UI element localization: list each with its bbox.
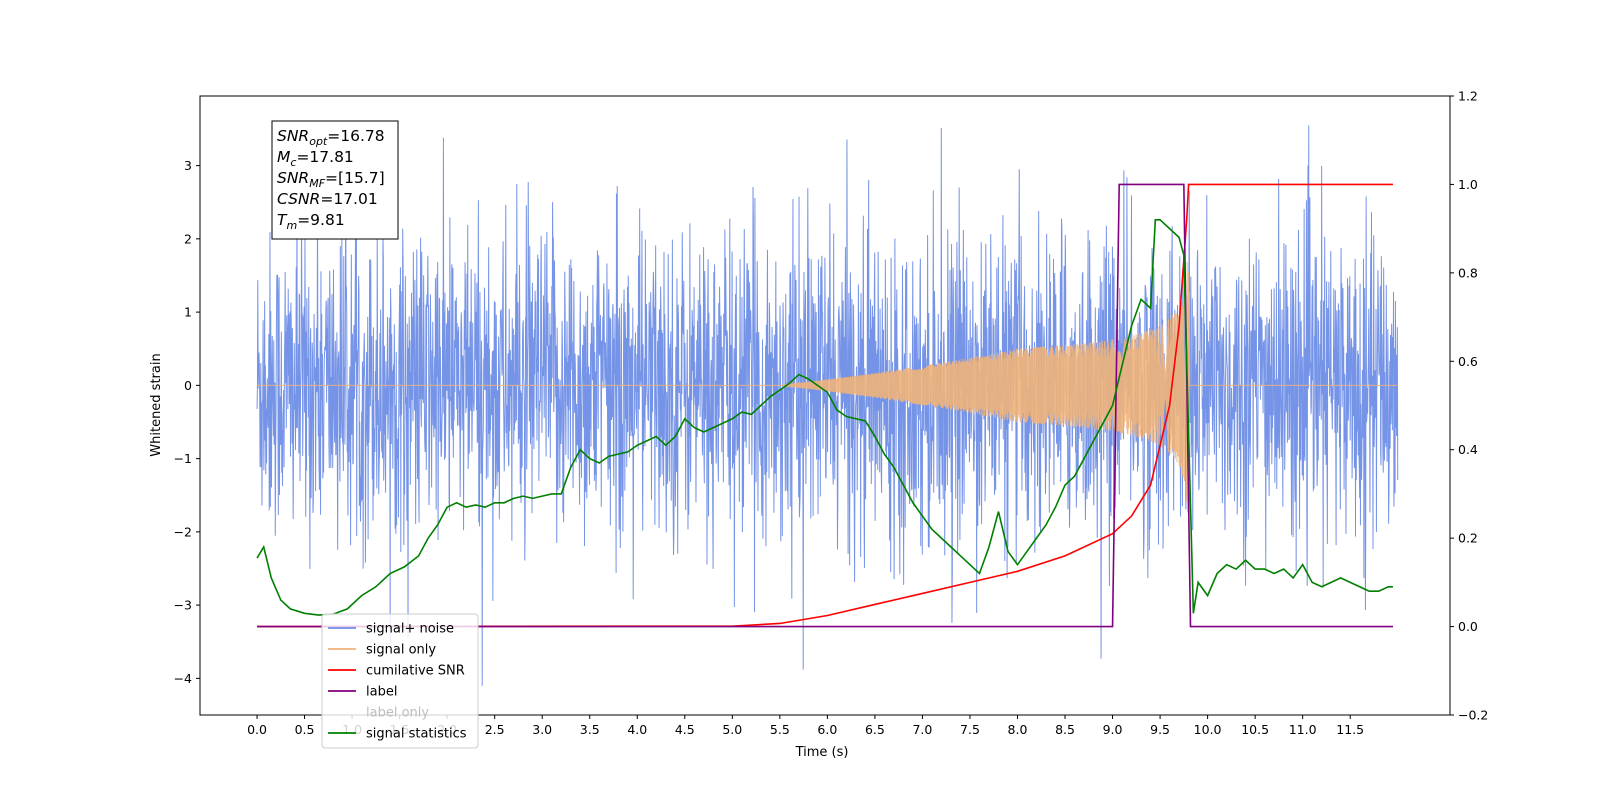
x-tick-label: 10.0	[1194, 722, 1222, 737]
series-signal-noise-line	[256, 125, 1399, 686]
x-tick-label: 7.5	[960, 722, 980, 737]
x-tick-label: 0.0	[247, 722, 267, 737]
y2-tick-label: 0.4	[1458, 442, 1478, 457]
series-cumilative-snr-line	[257, 183, 1393, 628]
annotation-box-frame	[271, 120, 399, 240]
annotation-line: Mc=17.81	[277, 148, 354, 169]
y2-tick-label: 1.0	[1458, 177, 1478, 192]
y2-tick-label: 0.8	[1458, 265, 1478, 280]
y-tick-label: −3	[174, 598, 192, 613]
plot-frame	[199, 95, 1451, 716]
x-tick-label: 6.0	[817, 722, 837, 737]
x-tick-label: 11.0	[1289, 722, 1317, 737]
y2-tick-label: 0.6	[1458, 354, 1478, 369]
y-tick-label: 1	[184, 305, 192, 320]
legend-entry: cumilative SNR	[366, 664, 465, 679]
x-tick-label: 11.5	[1336, 722, 1364, 737]
series-layer	[256, 125, 1399, 686]
x-tick-label: 8.5	[1055, 722, 1075, 737]
x-tick-label: 4.0	[627, 722, 647, 737]
annotation-line: SNRopt=16.78	[277, 127, 385, 148]
x-tick-label: 4.5	[675, 722, 695, 737]
legend-entry: signal only	[366, 643, 436, 658]
x-tick-label: 9.5	[1150, 722, 1170, 737]
x-tick-label: 3.5	[580, 722, 600, 737]
y2-tick-label: 0.0	[1458, 619, 1478, 634]
legend-frame	[321, 613, 479, 749]
x-tick-label: 3.0	[532, 722, 552, 737]
legend-entry: label only	[366, 706, 429, 721]
series-signal-only-line	[257, 261, 1398, 552]
series-signal-statistics-line	[256, 219, 1393, 616]
x-tick-label: 9.0	[1103, 722, 1123, 737]
annotation-line: CSNR=17.01	[277, 190, 378, 208]
y-tick-label: 0	[184, 378, 192, 393]
x-tick-label: 10.5	[1241, 722, 1269, 737]
y-tick-label: 2	[184, 231, 192, 246]
y-tick-label: −1	[174, 451, 192, 466]
y2-tick-label: −0.2	[1458, 708, 1488, 723]
annotation-line: SNRMF=[15.7]	[277, 169, 385, 190]
legend-entry: label	[366, 685, 397, 700]
y2-tick-label: 0.2	[1458, 531, 1478, 546]
x-tick-label: 2.5	[485, 722, 505, 737]
x-axis-label: Time (s)	[795, 745, 849, 760]
x-tick-label: 5.0	[722, 722, 742, 737]
legend-entry: signal statistics	[366, 727, 467, 742]
annotation-line: Tm=9.81	[277, 211, 345, 232]
x-tick-label: 7.0	[912, 722, 932, 737]
y-axis-label: Whitened strain	[149, 353, 164, 456]
series-label-line	[257, 183, 1393, 628]
x-tick-label: 5.5	[770, 722, 790, 737]
y2-tick-label: 1.2	[1458, 89, 1478, 104]
y-tick-label: −4	[174, 671, 192, 686]
x-tick-label: 8.0	[1008, 722, 1028, 737]
x-tick-label: 6.5	[865, 722, 885, 737]
y-tick-label: 3	[184, 158, 192, 173]
legend: signal+ noise signal only cumilative SNR la…	[321, 613, 479, 749]
y-tick-label: −2	[174, 524, 192, 539]
annotation-box: SNRopt=16.78Mc=17.81SNRMF=[15.7]CSNR=17.…	[271, 120, 399, 240]
axes-layer: 0.00.51.01.52.02.53.03.54.04.55.05.56.06…	[174, 89, 1489, 738]
legend-entry: signal+ noise	[366, 622, 454, 637]
x-tick-label: 0.5	[295, 722, 315, 737]
